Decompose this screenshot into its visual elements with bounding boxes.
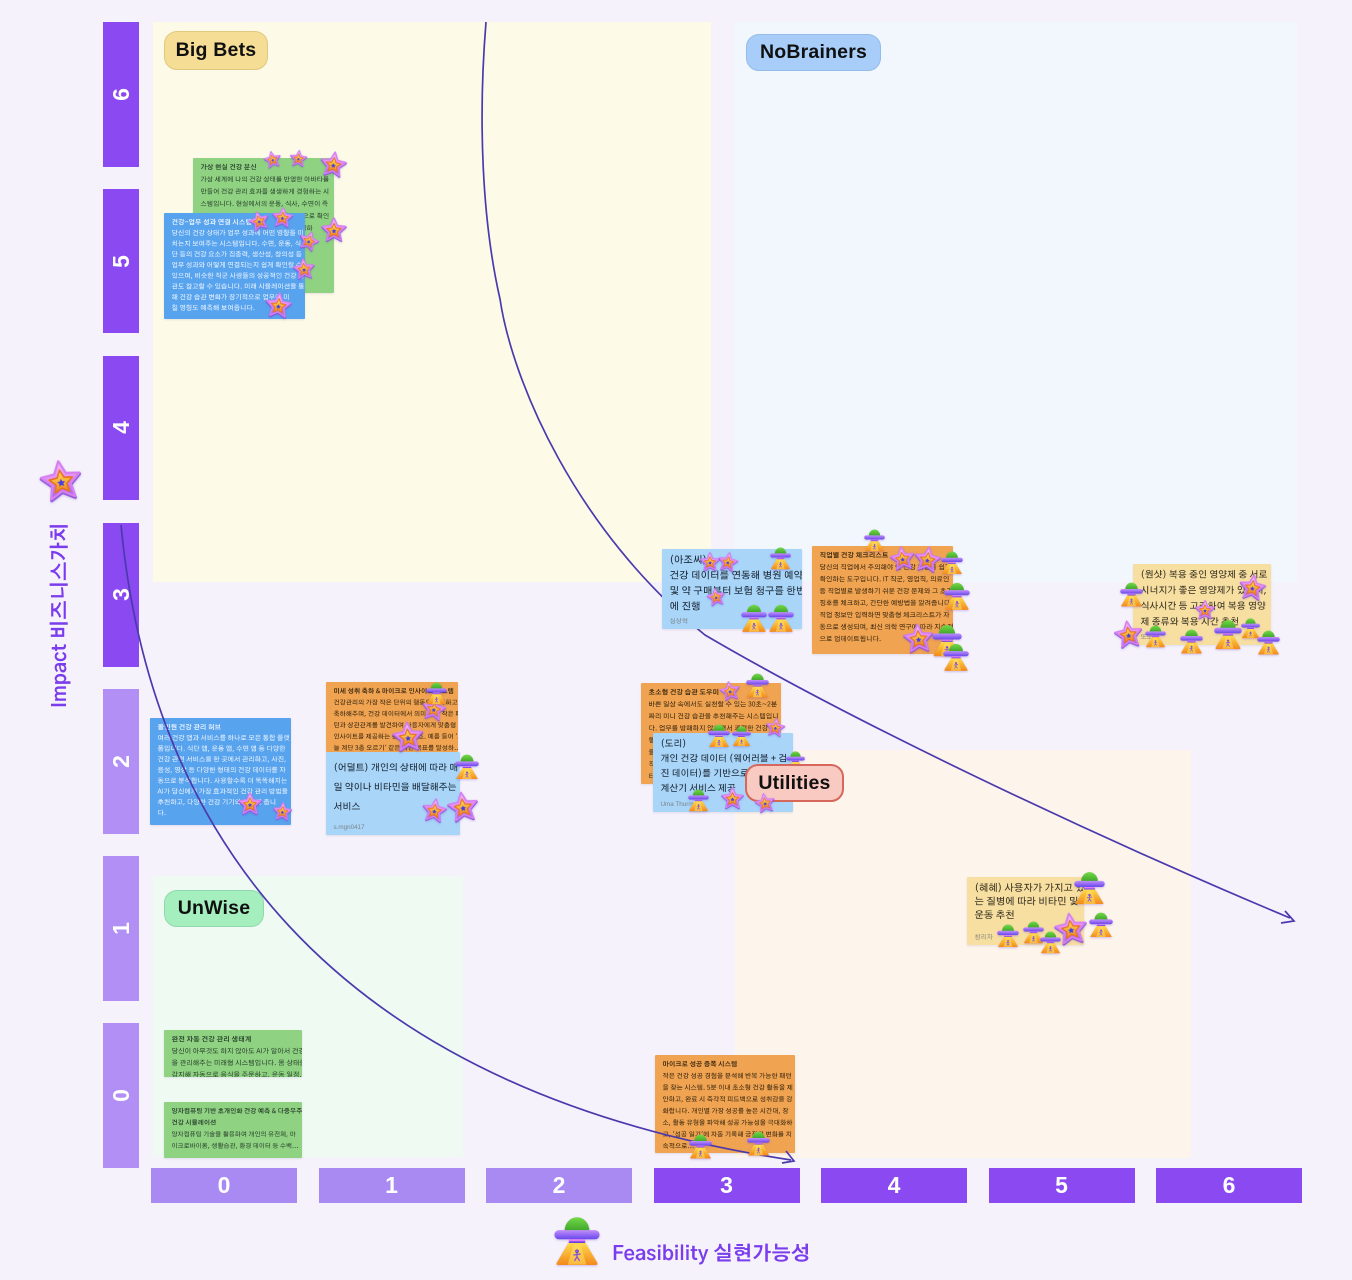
svg-text:s.mgn0417: s.mgn0417 <box>334 824 366 831</box>
